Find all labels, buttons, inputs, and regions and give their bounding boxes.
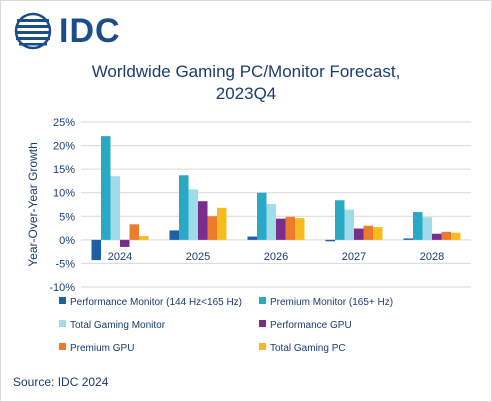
x-category-label: 2025	[186, 251, 210, 263]
bar	[413, 212, 423, 240]
legend: Performance Monitor (144 Hz<165 Hz) Premi…	[59, 297, 393, 354]
y-tick-label: 15%	[53, 164, 75, 176]
legend-swatch	[59, 320, 66, 327]
bar	[247, 236, 257, 240]
bar	[276, 218, 286, 240]
idc-logo: IDC	[13, 11, 123, 51]
legend-swatch	[259, 297, 266, 304]
bar	[120, 239, 130, 247]
source-note: Source: IDC 2024	[13, 375, 109, 389]
y-tick-label: 25%	[53, 117, 75, 129]
legend-label: Performance Monitor (144 Hz<165 Hz)	[70, 297, 242, 308]
bar	[169, 230, 179, 240]
bar	[451, 232, 461, 240]
bar	[207, 216, 217, 240]
y-axis-label: Year-Over-Year Growth	[26, 142, 40, 267]
bar	[295, 218, 305, 240]
chart-title-line-1: Worldwide Gaming PC/Monitor Forecast,	[91, 62, 401, 81]
logo-text: IDC	[59, 12, 121, 50]
x-category-label: 2027	[342, 251, 366, 263]
legend-label: Total Gaming PC	[270, 343, 346, 354]
y-tick-label: 0%	[59, 235, 75, 247]
x-category-label: 2026	[264, 251, 288, 263]
bar	[257, 192, 267, 240]
x-category-label: 2024	[108, 251, 132, 263]
y-tick-label: 5%	[59, 211, 75, 223]
bar	[198, 201, 208, 240]
legend-swatch	[259, 343, 266, 350]
y-axis-ticks: -10% -5% 0% 5% 10% 15% 20% 25%	[49, 117, 75, 294]
legend-label: Premium Monitor (165+ Hz)	[270, 297, 393, 308]
chart-title-line-2: 2023Q4	[215, 84, 277, 103]
bar	[422, 217, 432, 240]
bar	[441, 231, 451, 240]
bar	[101, 136, 111, 240]
bar	[335, 200, 345, 240]
y-tick-label: 20%	[53, 141, 75, 153]
y-tick-label: 10%	[53, 188, 75, 200]
bar	[266, 204, 276, 240]
globe-icon	[14, 12, 52, 50]
bar	[344, 209, 354, 240]
y-tick-label: -10%	[49, 282, 75, 294]
x-category-label: 2028	[420, 251, 444, 263]
bar	[363, 225, 373, 240]
legend-label: Premium GPU	[70, 343, 134, 354]
legend-label: Total Gaming Monitor	[70, 320, 166, 331]
bar	[354, 228, 364, 240]
bar	[217, 207, 227, 240]
bar	[188, 189, 198, 240]
legend-label: Performance GPU	[270, 320, 352, 331]
bar	[91, 239, 101, 261]
bar	[179, 175, 189, 240]
bar	[325, 239, 335, 242]
legend-swatch	[259, 320, 266, 327]
chart: -10% -5% 0% 5% 10% 15% 20% 25% 2024 2025 2026 2027…	[26, 117, 471, 354]
legend-swatch	[59, 343, 66, 350]
y-tick-label: -5%	[55, 258, 75, 270]
bar	[110, 176, 120, 240]
bar	[129, 224, 139, 240]
legend-swatch	[59, 297, 66, 304]
bars	[91, 136, 461, 261]
bar	[373, 227, 383, 240]
bar	[139, 236, 149, 240]
x-axis-categories: 2024 2025 2026 2027 2028	[108, 251, 444, 263]
bar	[432, 233, 442, 240]
bar	[403, 238, 413, 240]
bar	[285, 216, 295, 240]
